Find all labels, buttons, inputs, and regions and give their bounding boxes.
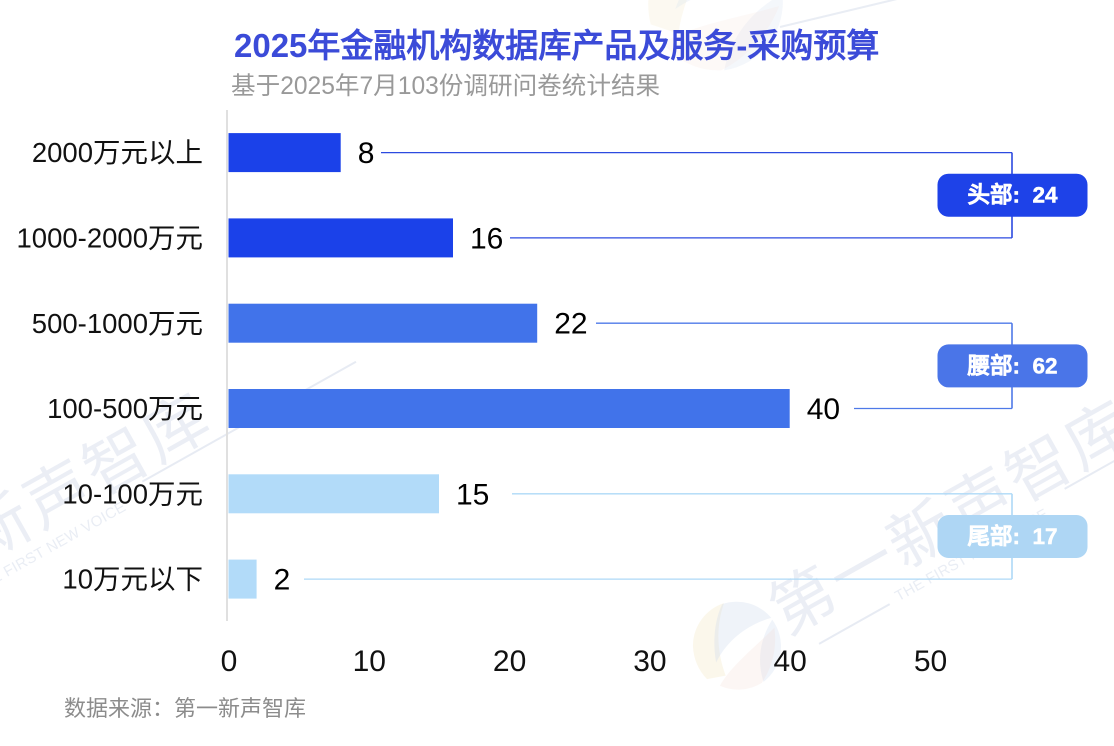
svg-text:2025年金融机构数据库产品及服务-采购预算: 2025年金融机构数据库产品及服务-采购预算 — [234, 27, 879, 64]
svg-text:8: 8 — [358, 137, 375, 170]
svg-text:10万元以下: 10万元以下 — [62, 564, 203, 595]
svg-text:0: 0 — [221, 645, 238, 678]
svg-text:20: 20 — [493, 645, 526, 678]
svg-text:2000万元以上: 2000万元以上 — [32, 137, 203, 168]
svg-text:头部: 24: 头部: 24 — [967, 182, 1058, 208]
svg-text:15: 15 — [456, 478, 489, 511]
svg-text:50: 50 — [914, 645, 947, 678]
svg-text:100-500万元: 100-500万元 — [47, 393, 203, 424]
svg-text:40: 40 — [807, 393, 840, 426]
svg-text:2: 2 — [274, 564, 291, 597]
svg-text:22: 22 — [554, 308, 587, 341]
svg-text:尾部: 17: 尾部: 17 — [967, 523, 1057, 549]
svg-text:1000-2000万元: 1000-2000万元 — [16, 223, 203, 254]
svg-text:数据来源：第一新声智库: 数据来源：第一新声智库 — [64, 696, 306, 721]
svg-text:10: 10 — [353, 645, 386, 678]
svg-text:40: 40 — [774, 645, 807, 678]
svg-text:腰部: 62: 腰部: 62 — [966, 352, 1057, 378]
svg-text:30: 30 — [633, 645, 666, 678]
svg-text:基于2025年7月103份调研问卷统计结果: 基于2025年7月103份调研问卷统计结果 — [231, 72, 660, 100]
svg-text:500-1000万元: 500-1000万元 — [32, 308, 203, 339]
svg-text:10-100万元: 10-100万元 — [62, 478, 203, 509]
svg-text:16: 16 — [470, 222, 503, 255]
